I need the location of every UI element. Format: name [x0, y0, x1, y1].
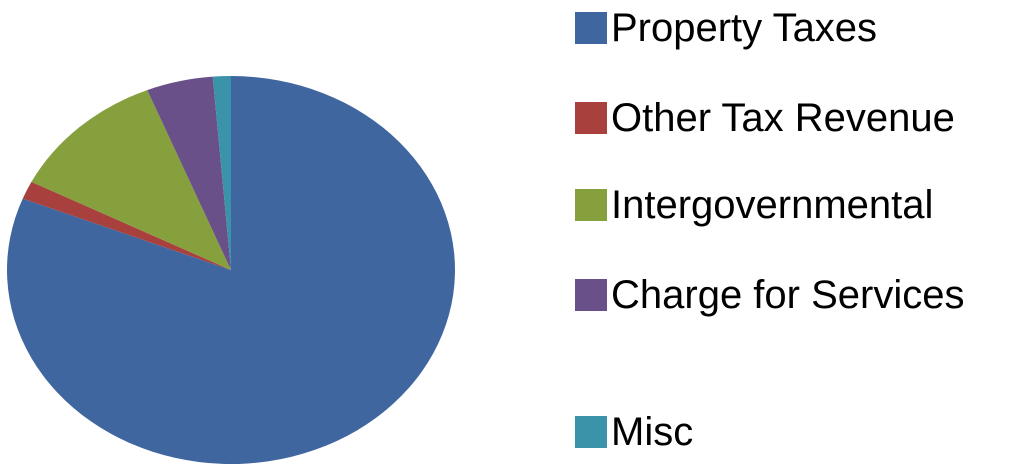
legend-item: Property Taxes	[575, 4, 1011, 52]
legend-item: Intergovernmental	[575, 181, 1011, 229]
legend-label: Misc	[611, 410, 694, 454]
pie-slice	[6, 76, 456, 465]
legend-label: Other Tax Revenue	[611, 96, 955, 140]
legend-swatch	[575, 189, 607, 221]
legend-item: Charge for Services	[575, 271, 1011, 319]
pie-slice	[31, 90, 232, 270]
legend-swatch	[575, 279, 607, 311]
legend-item: Misc	[575, 408, 1011, 456]
legend-swatch	[575, 416, 607, 448]
legend-label: Charge for Services	[611, 273, 965, 317]
legend-label: Property Taxes	[611, 6, 878, 50]
pie-slice	[22, 181, 231, 270]
legend-label: Intergovernmental	[611, 183, 934, 227]
pie-slice	[147, 76, 231, 270]
legend-item: Other Tax Revenue	[575, 94, 1011, 142]
legend-swatch	[575, 102, 607, 134]
pie-slice	[212, 76, 231, 270]
legend-swatch	[575, 12, 607, 44]
